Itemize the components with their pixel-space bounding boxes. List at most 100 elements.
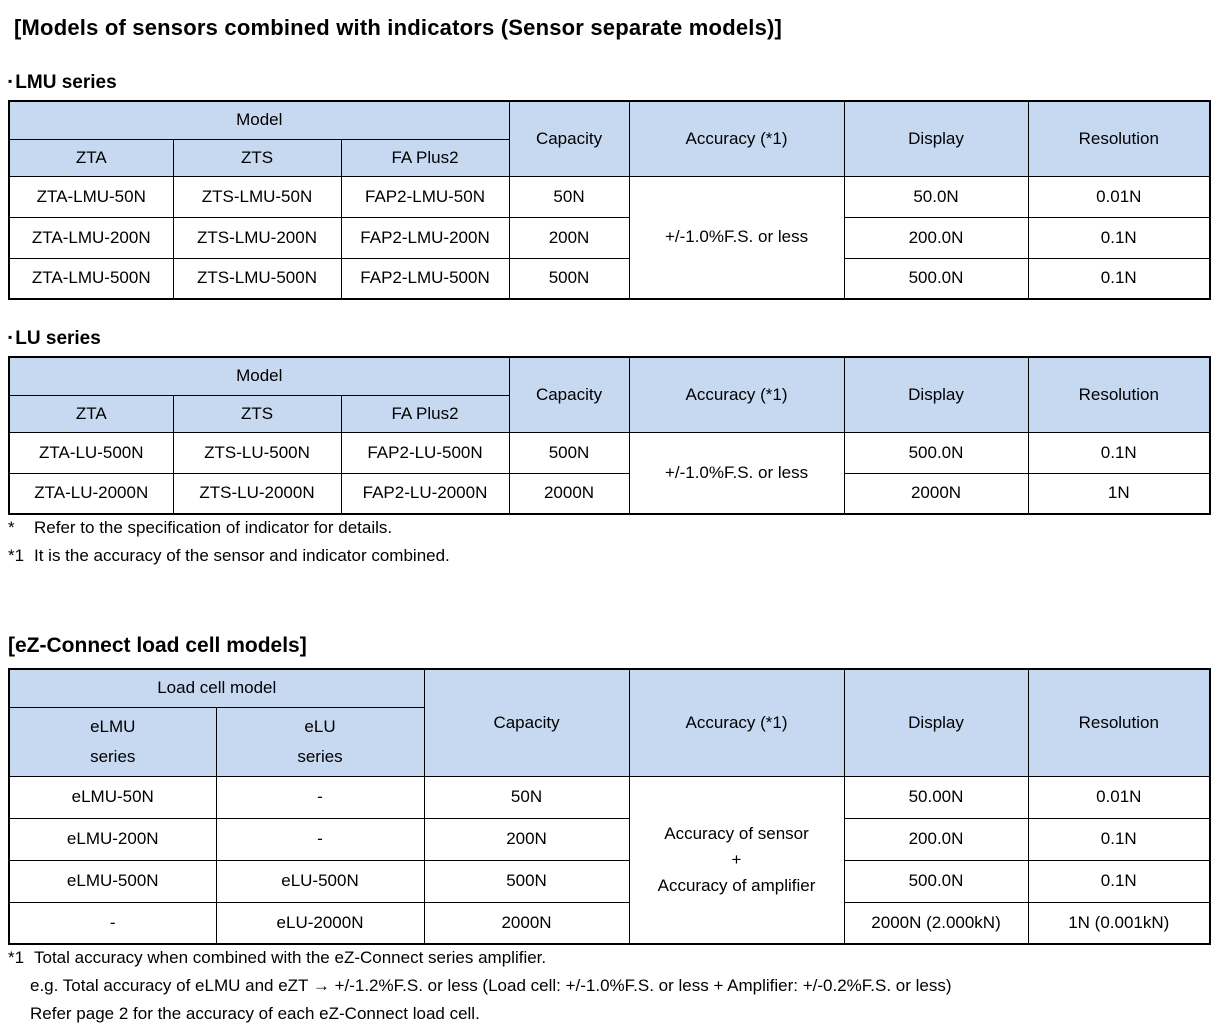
resolution-header-cell: Resolution bbox=[1027, 668, 1211, 777]
faplus2-subheader-cell: FA Plus2 bbox=[340, 138, 510, 177]
zta-subheader-cell: ZTA bbox=[8, 138, 174, 177]
faplus2-model-cell: FAP2-LU-500N bbox=[340, 431, 510, 474]
capacity-cell: 2000N bbox=[508, 472, 630, 515]
zts-model-cell: ZTS-LU-2000N bbox=[172, 472, 342, 515]
display-cell: 2000N (2.000kN) bbox=[843, 901, 1029, 945]
resolution-cell: 0.1N bbox=[1027, 257, 1211, 300]
ez-connect-footnotes: *1 Total accuracy when combined with the … bbox=[8, 944, 952, 1028]
display-cell: 200.0N bbox=[843, 817, 1029, 861]
zta-model-cell: ZTA-LU-500N bbox=[8, 431, 174, 474]
table-row: eLMU-500N eLU-500N 500N 500.0N 0.1N bbox=[8, 859, 1211, 903]
square-bullet-icon: ▪ bbox=[8, 74, 13, 88]
zta-subheader-cell: ZTA bbox=[8, 394, 174, 433]
accuracy-line: Accuracy of sensor bbox=[664, 823, 809, 843]
footnote-text: e.g. Total accuracy of eLMU and eZT → +/… bbox=[30, 976, 952, 995]
elmu-label: eLMU bbox=[90, 716, 136, 736]
series-label: series bbox=[90, 746, 136, 766]
capacity-cell: 2000N bbox=[423, 901, 630, 945]
lmu-series-table: Model Capacity Accuracy (*1) Display Res… bbox=[8, 100, 1212, 300]
table-subheader-row: eLMU series eLU series bbox=[8, 706, 1210, 777]
display-header-cell: Display bbox=[843, 668, 1029, 777]
display-cell: 50.00N bbox=[843, 775, 1029, 819]
loadcell-model-header-cell: Load cell model bbox=[8, 668, 425, 708]
footnote-line: *1 Total accuracy when combined with the … bbox=[8, 944, 952, 972]
zta-model-cell: ZTA-LMU-500N bbox=[8, 257, 174, 300]
footnote-line: * Refer to the specification of indicator… bbox=[8, 514, 450, 542]
resolution-header-cell: Resolution bbox=[1027, 100, 1211, 177]
resolution-cell: 0.1N bbox=[1027, 216, 1211, 259]
table-row: ZTA-LMU-200N ZTS-LMU-200N FAP2-LMU-200N … bbox=[8, 216, 1211, 259]
faplus2-subheader-cell: FA Plus2 bbox=[340, 394, 510, 433]
lu-series-table: Model Capacity Accuracy (*1) Display Res… bbox=[8, 356, 1212, 515]
model-header-cell: Model bbox=[8, 100, 510, 140]
capacity-cell: 200N bbox=[423, 817, 630, 861]
footnote-marker: *1 bbox=[8, 546, 25, 565]
zts-model-cell: ZTS-LMU-50N bbox=[172, 175, 342, 218]
capacity-cell: 200N bbox=[508, 216, 630, 259]
elmu-model-cell: eLMU-500N bbox=[8, 859, 217, 903]
capacity-cell: 50N bbox=[423, 775, 630, 819]
footnote-marker: * bbox=[8, 518, 15, 537]
elmu-model-cell: eLMU-200N bbox=[8, 817, 217, 861]
footnote-line: *1 It is the accuracy of the sensor and i… bbox=[8, 542, 450, 570]
zts-model-cell: ZTS-LMU-200N bbox=[172, 216, 342, 259]
display-cell: 50.0N bbox=[843, 175, 1029, 218]
resolution-cell: 1N (0.001kN) bbox=[1027, 901, 1211, 945]
footnote-text: Refer to the specification of indicator … bbox=[34, 518, 393, 537]
accuracy-cell: +/-1.0%F.S. or less bbox=[628, 175, 845, 300]
capacity-cell: 500N bbox=[423, 859, 630, 903]
elu-model-cell: - bbox=[215, 817, 425, 861]
capacity-header-cell: Capacity bbox=[508, 356, 630, 433]
table-subheader-row: ZTA ZTS FA Plus2 bbox=[8, 394, 1210, 433]
page-title: [Models of sensors combined with indicat… bbox=[14, 15, 783, 40]
resolution-cell: 1N bbox=[1027, 472, 1211, 515]
accuracy-cell: +/-1.0%F.S. or less bbox=[628, 431, 845, 515]
accuracy-header-cell: Accuracy (*1) bbox=[628, 356, 845, 433]
resolution-cell: 0.1N bbox=[1027, 817, 1211, 861]
display-header-cell: Display bbox=[843, 356, 1029, 433]
table-row: eLMU-200N - 200N 200.0N 0.1N bbox=[8, 817, 1211, 861]
series-label: series bbox=[297, 746, 343, 766]
faplus2-model-cell: FAP2-LMU-500N bbox=[340, 257, 510, 300]
display-header-cell: Display bbox=[843, 100, 1029, 177]
accuracy-line: + bbox=[731, 849, 742, 869]
table-row: ZTA-LU-2000N ZTS-LU-2000N FAP2-LU-2000N … bbox=[8, 472, 1211, 515]
zta-model-cell: ZTA-LMU-200N bbox=[8, 216, 174, 259]
display-cell: 2000N bbox=[843, 472, 1029, 515]
resolution-cell: 0.01N bbox=[1027, 175, 1211, 218]
ez-connect-heading: [eZ-Connect load cell models] bbox=[8, 634, 307, 657]
capacity-header-cell: Capacity bbox=[423, 668, 630, 777]
table-row: ZTA-LU-500N ZTS-LU-500N FAP2-LU-500N 500… bbox=[8, 431, 1211, 515]
faplus2-model-cell: FAP2-LMU-200N bbox=[340, 216, 510, 259]
elu-label: eLU bbox=[304, 716, 336, 736]
faplus2-model-cell: FAP2-LU-2000N bbox=[340, 472, 510, 515]
elu-model-cell: eLU-500N bbox=[215, 859, 425, 903]
display-cell: 500.0N bbox=[843, 431, 1029, 474]
lmu-series-heading: ▪ LMU series bbox=[8, 72, 117, 94]
capacity-cell: 500N bbox=[508, 431, 630, 474]
zts-subheader-cell: ZTS bbox=[172, 394, 342, 433]
capacity-cell: 500N bbox=[508, 257, 630, 300]
display-cell: 500.0N bbox=[843, 257, 1029, 300]
accuracy-line: Accuracy of amplifier bbox=[657, 875, 816, 895]
display-cell: 200.0N bbox=[843, 216, 1029, 259]
zta-model-cell: ZTA-LMU-50N bbox=[8, 175, 174, 218]
accuracy-header-cell: Accuracy (*1) bbox=[628, 100, 845, 177]
table-header-row: Model Capacity Accuracy (*1) Display Res… bbox=[8, 356, 1211, 433]
table-header-row: Load cell model Capacity Accuracy (*1) D… bbox=[8, 668, 1211, 777]
display-cell: 500.0N bbox=[843, 859, 1029, 903]
elmu-model-cell: eLMU-50N bbox=[8, 775, 217, 819]
model-header-cell: Model bbox=[8, 356, 510, 396]
table-row: ZTA-LMU-50N ZTS-LMU-50N FAP2-LMU-50N 50N… bbox=[8, 175, 1211, 300]
faplus2-model-cell: FAP2-LMU-50N bbox=[340, 175, 510, 218]
ez-connect-table: Load cell model Capacity Accuracy (*1) D… bbox=[8, 668, 1212, 945]
footnote-line: Refer page 2 for the accuracy of each eZ… bbox=[8, 1000, 952, 1028]
indicator-table-footnotes: * Refer to the specification of indicator… bbox=[8, 514, 450, 570]
zts-subheader-cell: ZTS bbox=[172, 138, 342, 177]
footnote-text: Total accuracy when combined with the eZ… bbox=[34, 948, 547, 967]
table-header-row: Model Capacity Accuracy (*1) Display Res… bbox=[8, 100, 1211, 177]
lu-series-heading-label: LU series bbox=[15, 328, 101, 349]
table-row: - eLU-2000N 2000N 2000N (2.000kN) 1N (0.… bbox=[8, 901, 1211, 945]
table-subheader-row: ZTA ZTS FA Plus2 bbox=[8, 138, 1210, 177]
